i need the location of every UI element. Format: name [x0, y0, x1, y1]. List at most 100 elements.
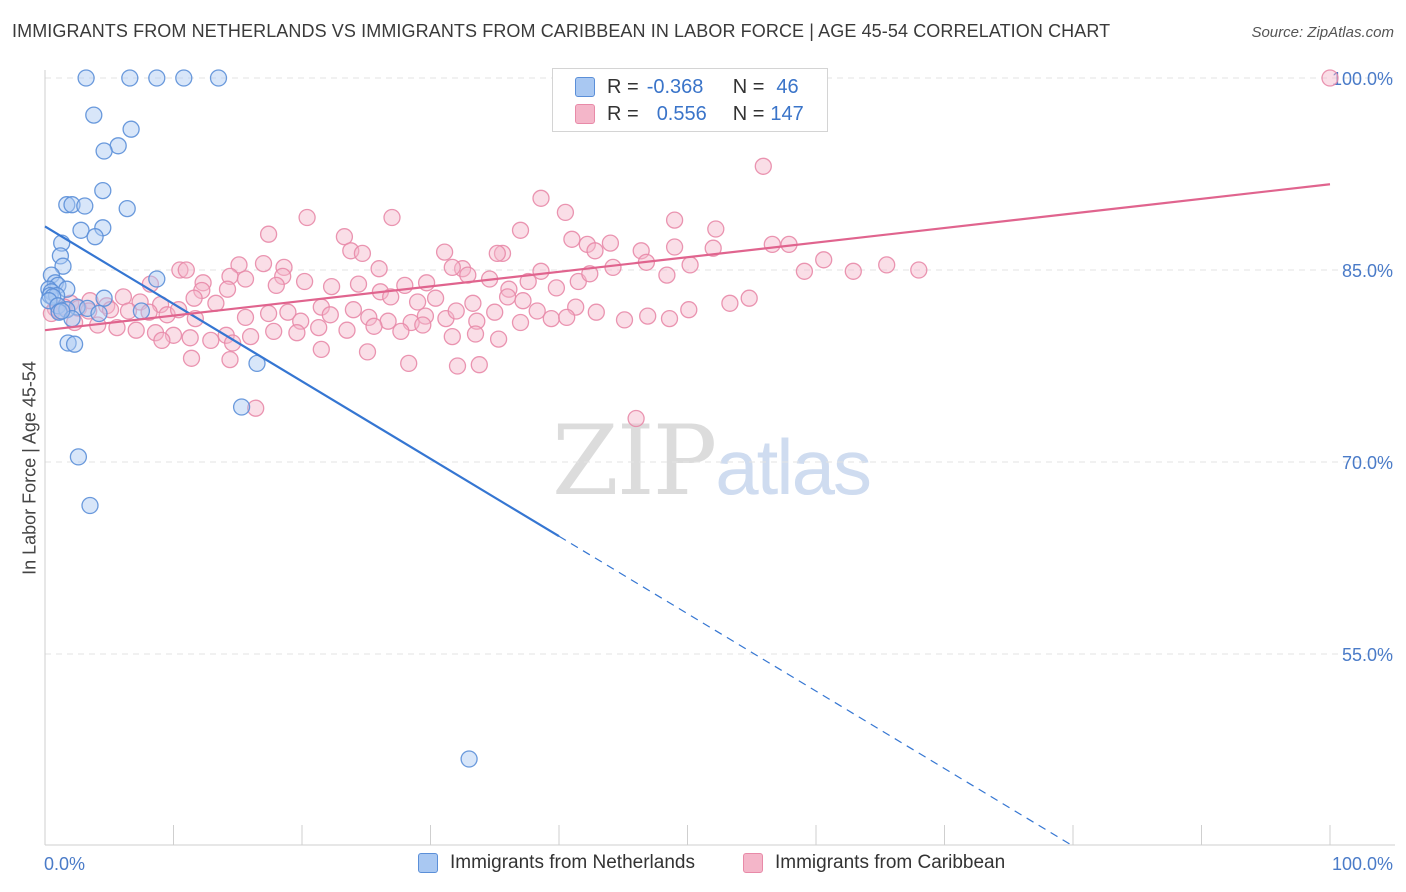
- caribbean-point: [660, 309, 679, 328]
- legend-label-caribbean: Immigrants from Caribbean: [775, 852, 1006, 873]
- caribbean-point: [514, 292, 532, 310]
- caribbean-point: [426, 289, 445, 307]
- watermark-zip: ZIP: [552, 405, 717, 517]
- caribbean-point: [601, 234, 620, 252]
- caribbean-point: [680, 301, 698, 319]
- caribbean-point: [556, 203, 575, 222]
- netherlands-point: [58, 196, 76, 214]
- caribbean-point: [338, 321, 356, 339]
- caribbean-point: [288, 324, 306, 342]
- legend-n-label: N =: [732, 102, 765, 125]
- caribbean-point: [254, 254, 273, 273]
- caribbean-point: [795, 262, 814, 280]
- series-legend: Immigrants from Netherlands Immigrants f…: [0, 852, 1406, 878]
- caribbean-point: [108, 318, 126, 337]
- caribbean-point: [171, 261, 189, 279]
- caribbean-point: [230, 256, 248, 274]
- caribbean-point: [878, 256, 896, 274]
- source-credit: Source: ZipAtlas.com: [1251, 24, 1394, 41]
- caribbean-point: [627, 409, 645, 428]
- legend-item-caribbean: Immigrants from Caribbean: [743, 852, 1005, 874]
- caribbean-point: [383, 208, 401, 227]
- caribbean-point: [218, 280, 237, 298]
- netherlands-point: [54, 257, 72, 275]
- caribbean-point: [181, 329, 199, 347]
- caribbean-point: [528, 302, 546, 320]
- netherlands-point: [51, 247, 70, 265]
- caribbean-point: [236, 308, 255, 327]
- legend-row-caribbean: R = 0.556 N = 147: [575, 101, 804, 127]
- caribbean-point: [344, 301, 363, 319]
- caribbean-point: [400, 354, 418, 373]
- netherlands-point: [460, 750, 478, 768]
- caribbean-point: [498, 288, 517, 306]
- caribbean-point: [486, 303, 504, 321]
- caribbean-point: [511, 221, 530, 239]
- caribbean-point: [665, 238, 684, 256]
- y-tick-label: 55.0%: [1342, 645, 1393, 665]
- caribbean-point: [754, 157, 772, 175]
- netherlands-point: [81, 496, 99, 515]
- caribbean-point: [365, 317, 383, 335]
- caribbean-point: [265, 322, 283, 341]
- caribbean-point: [470, 356, 488, 374]
- caribbean-point: [279, 303, 297, 321]
- caribbean-point: [815, 251, 833, 269]
- netherlands-point: [69, 448, 88, 466]
- caribbean-point: [236, 270, 255, 288]
- netherlands-point: [63, 196, 81, 214]
- x-tick-label: 100.0%: [1332, 854, 1393, 874]
- netherlands-point: [232, 398, 251, 416]
- caribbean-point: [563, 230, 581, 248]
- legend-r-value: 0.556: [656, 102, 707, 125]
- netherlands-swatch-icon: [418, 853, 438, 873]
- caribbean-point: [707, 220, 725, 238]
- legend-n-value: 147: [770, 102, 804, 125]
- legend-label-netherlands: Immigrants from Netherlands: [450, 852, 695, 873]
- netherlands-point: [121, 69, 139, 87]
- netherlands-point: [53, 302, 71, 320]
- caribbean-point: [519, 272, 537, 291]
- caribbean-point: [1321, 69, 1339, 87]
- caribbean-point: [665, 211, 684, 229]
- caribbean-point: [349, 275, 368, 293]
- caribbean-point: [448, 357, 467, 375]
- caribbean-point: [177, 261, 195, 279]
- netherlands-point: [148, 270, 166, 288]
- caribbean-point: [658, 266, 676, 284]
- netherlands-point: [175, 69, 193, 87]
- caribbean-point: [414, 316, 432, 334]
- caribbean-point: [241, 327, 260, 346]
- netherlands-trend-extension: [558, 535, 1074, 847]
- netherlands-point: [76, 197, 94, 215]
- netherlands-point: [40, 292, 58, 310]
- caribbean-point: [587, 303, 605, 321]
- netherlands-point: [77, 69, 95, 87]
- netherlands-point: [132, 302, 151, 320]
- legend-row-netherlands: R = -0.368 N = 46: [575, 74, 799, 100]
- caribbean-point: [360, 308, 378, 327]
- netherlands-point: [148, 69, 166, 87]
- y-tick-label: 85.0%: [1342, 261, 1393, 281]
- caribbean-points: [42, 69, 1339, 428]
- netherlands-point: [90, 304, 108, 323]
- caribbean-point: [740, 289, 758, 307]
- caribbean-point: [639, 307, 657, 325]
- caribbean-point: [322, 277, 341, 296]
- tick-labels: 55.0% 70.0% 85.0% 100.0% 0.0% 100.0%: [44, 69, 1393, 874]
- caribbean-point: [489, 330, 508, 348]
- netherlands-point: [86, 228, 104, 246]
- caribbean-point: [466, 325, 485, 343]
- caribbean-point: [558, 308, 576, 327]
- caribbean-point: [127, 321, 145, 339]
- legend-r-label: R =: [607, 75, 639, 98]
- caribbean-point: [207, 294, 225, 312]
- caribbean-point: [615, 311, 634, 329]
- caribbean-point: [844, 262, 862, 280]
- netherlands-point: [72, 221, 90, 239]
- netherlands-point: [209, 69, 228, 87]
- axes: [44, 70, 1395, 846]
- caribbean-point: [221, 350, 239, 369]
- caribbean-point: [202, 331, 220, 350]
